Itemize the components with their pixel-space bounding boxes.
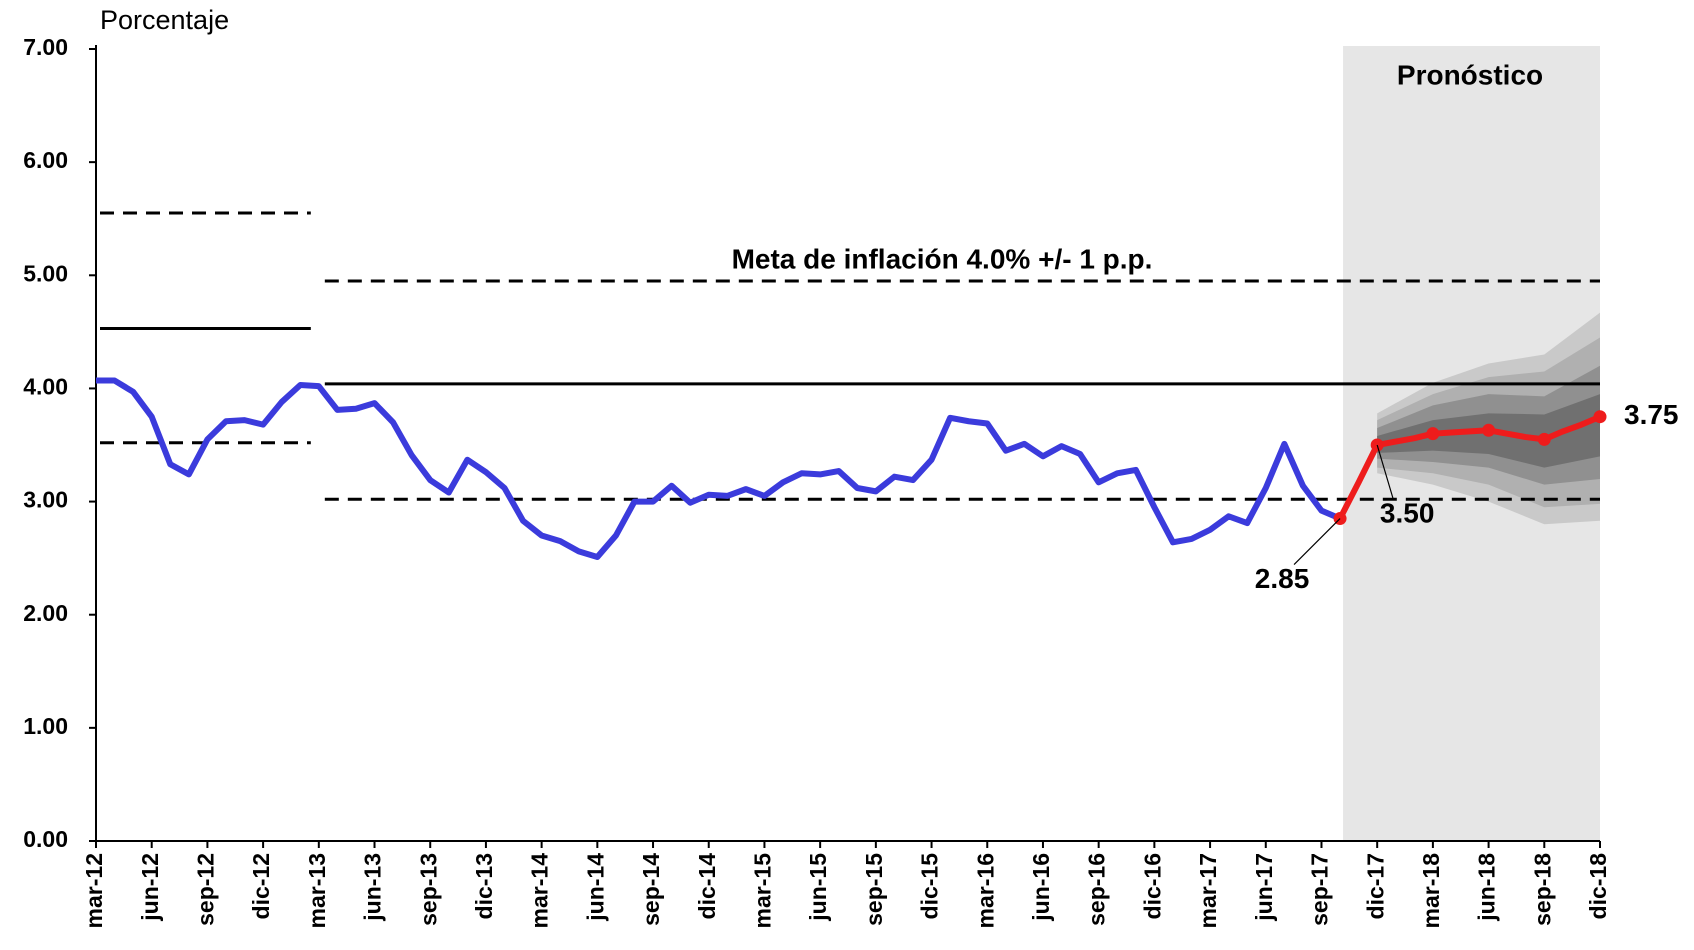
x-tick-label: mar-18: [1418, 853, 1444, 929]
y-tick-label: 1.00: [23, 713, 68, 739]
x-tick-label: dic-14: [694, 853, 720, 920]
data-label: 2.85: [1255, 563, 1310, 594]
data-label: 3.75: [1624, 399, 1679, 430]
annotation: Meta de inflación 4.0% +/- 1 p.p.: [732, 243, 1153, 274]
x-tick-label: sep-13: [415, 853, 441, 926]
y-tick-label: 4.00: [23, 374, 68, 400]
x-tick-label: mar-15: [750, 853, 776, 929]
y-tick-label: 5.00: [23, 260, 68, 286]
point-marker: [1482, 423, 1496, 437]
x-tick-label: sep-15: [861, 853, 887, 926]
x-tick-label: dic-15: [917, 853, 943, 920]
x-tick-label: sep-12: [192, 853, 218, 926]
x-tick-label: dic-17: [1362, 853, 1388, 919]
point-marker: [1537, 432, 1551, 446]
x-tick-label: jun-12: [137, 853, 163, 922]
x-tick-label: mar-13: [304, 853, 330, 928]
leader-line: [1376, 444, 1394, 500]
y-tick-label: 3.00: [23, 487, 68, 513]
x-tick-label: dic-13: [471, 853, 497, 919]
x-tick-label: dic-12: [248, 853, 274, 919]
x-tick-label: mar-12: [81, 853, 107, 928]
y-tick-label: 6.00: [23, 147, 68, 173]
leader-line: [1293, 518, 1341, 565]
x-tick-label: sep-17: [1307, 853, 1333, 926]
x-tick-label: mar-16: [972, 853, 998, 928]
y-tick-label: 2.00: [23, 600, 68, 626]
x-tick-label: sep-14: [638, 853, 664, 926]
y-tick-label: 0.00: [23, 826, 68, 852]
point-marker: [1426, 427, 1440, 441]
forecast-label: Pronóstico: [1397, 59, 1543, 90]
x-tick-label: jun-15: [805, 853, 831, 922]
x-tick-label: mar-14: [527, 853, 553, 929]
x-tick-label: sep-16: [1084, 853, 1110, 926]
point-marker: [1593, 410, 1607, 424]
x-tick-label: jun-17: [1251, 853, 1277, 922]
x-tick-label: mar-17: [1195, 853, 1221, 928]
data-label: 3.50: [1380, 497, 1435, 528]
x-tick-label: dic-18: [1585, 853, 1611, 920]
x-tick-label: jun-16: [1028, 853, 1054, 922]
x-tick-label: sep-18: [1529, 853, 1555, 926]
y-tick-label: 7.00: [23, 34, 68, 60]
x-tick-label: jun-13: [360, 853, 386, 922]
series-line: [96, 377, 1342, 561]
x-tick-label: dic-16: [1139, 853, 1165, 919]
x-tick-label: jun-14: [582, 853, 608, 922]
x-tick-label: jun-18: [1474, 853, 1500, 922]
y-axis-label: Porcentaje: [100, 5, 229, 35]
